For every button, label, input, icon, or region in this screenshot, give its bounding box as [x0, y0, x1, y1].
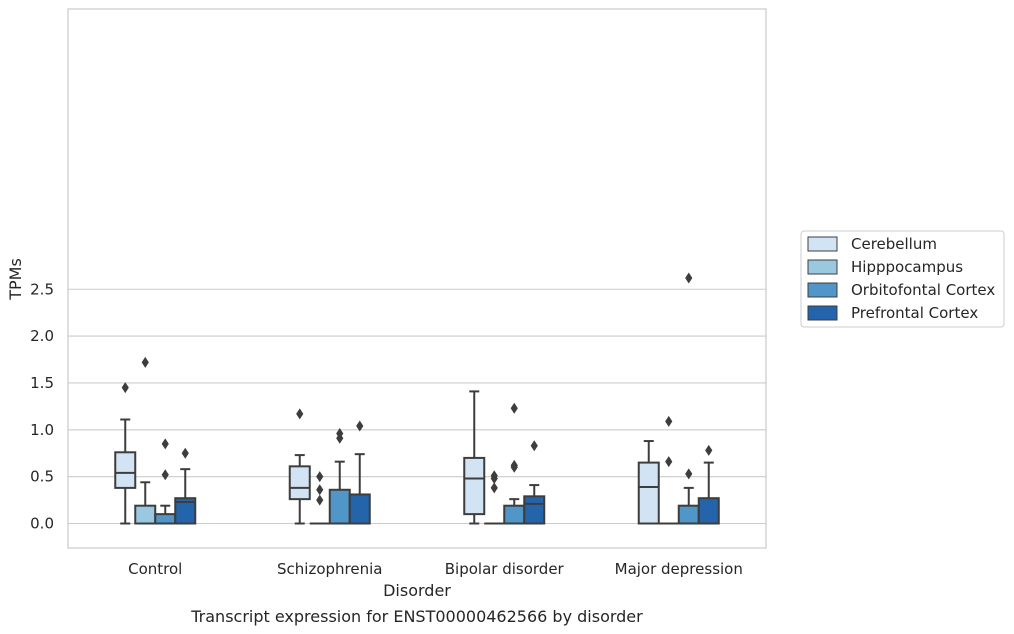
- outlier-point: [356, 420, 364, 432]
- legend-swatch: [807, 305, 838, 321]
- legend-swatch: [807, 259, 838, 275]
- outlier-point: [665, 415, 673, 427]
- outlier-point: [490, 470, 498, 482]
- legend-label: Orbitofontal Cortex: [851, 281, 995, 299]
- legend-swatch: [807, 236, 838, 252]
- x-tick-label: Control: [128, 560, 182, 578]
- legend-label: Hipppocampus: [851, 258, 963, 276]
- box-body: [134, 504, 157, 525]
- box-0-3: [637, 440, 660, 525]
- outlier-point: [161, 469, 169, 481]
- box-0-1: [288, 408, 311, 525]
- outlier-point: [510, 459, 518, 471]
- box-body: [463, 456, 486, 516]
- outlier-point: [490, 482, 498, 494]
- chart-title: Transcript expression for ENST0000046256…: [190, 607, 643, 626]
- box-0-0: [114, 382, 137, 525]
- box-layer: [114, 272, 720, 525]
- outlier-point: [665, 456, 673, 468]
- y-tick-label: 2.0: [30, 327, 54, 345]
- legend-label: Cerebellum: [851, 235, 937, 253]
- box-body: [697, 497, 720, 525]
- box-3-3: [697, 444, 720, 525]
- legend-frame: [800, 230, 1005, 328]
- x-tick-label: Major depression: [615, 560, 743, 578]
- box-0-2: [463, 390, 486, 525]
- box-body: [174, 497, 197, 525]
- box-body: [677, 504, 700, 525]
- legend-swatch: [807, 282, 838, 298]
- outlier-point: [121, 382, 129, 394]
- box-body: [637, 461, 660, 525]
- plot-frame: [67, 8, 767, 549]
- x-tick-label: Schizophrenia: [277, 560, 382, 578]
- outlier-point: [705, 444, 713, 456]
- box-3-0: [174, 447, 197, 525]
- x-tick-label: Bipolar disorder: [445, 560, 565, 578]
- box-body: [288, 465, 311, 501]
- box-1-3: [658, 415, 679, 525]
- outlier-point: [510, 402, 518, 414]
- y-axis-title: TPMs: [6, 258, 25, 301]
- box-body: [523, 495, 546, 525]
- outlier-point: [141, 356, 149, 368]
- outlier-point: [685, 468, 693, 480]
- box-2-2: [503, 402, 526, 525]
- y-tick-label: 0.0: [30, 515, 54, 533]
- box-body: [348, 493, 371, 525]
- legend: Cerebellum Hipppocampus Orbitofontal Corte…: [800, 230, 1005, 328]
- box-3-2: [523, 440, 546, 525]
- outlier-point: [181, 447, 189, 459]
- legend-label: Prefrontal Cortex: [851, 304, 978, 322]
- box-1-0: [134, 356, 157, 525]
- y-tick-label: 1.0: [30, 421, 54, 439]
- grid-lines: [68, 288, 766, 525]
- outlier-point: [530, 440, 538, 452]
- outlier-point: [316, 494, 324, 506]
- box-2-0: [154, 438, 177, 525]
- box-body: [154, 513, 177, 525]
- y-tick-labels: 0.0 0.5 1.0 1.5 2.0 2.5: [30, 280, 54, 532]
- box-2-3: [677, 272, 700, 525]
- outlier-point: [296, 408, 304, 420]
- box-1-2: [484, 470, 505, 525]
- x-axis-title: Disorder: [383, 581, 451, 600]
- outlier-point: [316, 484, 324, 496]
- outlier-point: [316, 471, 324, 483]
- box-body: [328, 488, 351, 525]
- box-1-1: [309, 471, 330, 525]
- y-tick-label: 1.5: [30, 374, 54, 392]
- outlier-point: [336, 428, 344, 440]
- x-tick-labels: Control Schizophrenia Bipolar disorder Majo…: [128, 560, 743, 578]
- y-tick-label: 2.5: [30, 280, 54, 298]
- box-body: [503, 504, 526, 525]
- box-body: [114, 451, 137, 489]
- outlier-point: [161, 438, 169, 450]
- box-3-1: [348, 420, 371, 525]
- outlier-point: [685, 272, 693, 284]
- box-2-1: [328, 428, 351, 525]
- y-tick-label: 0.5: [30, 468, 54, 486]
